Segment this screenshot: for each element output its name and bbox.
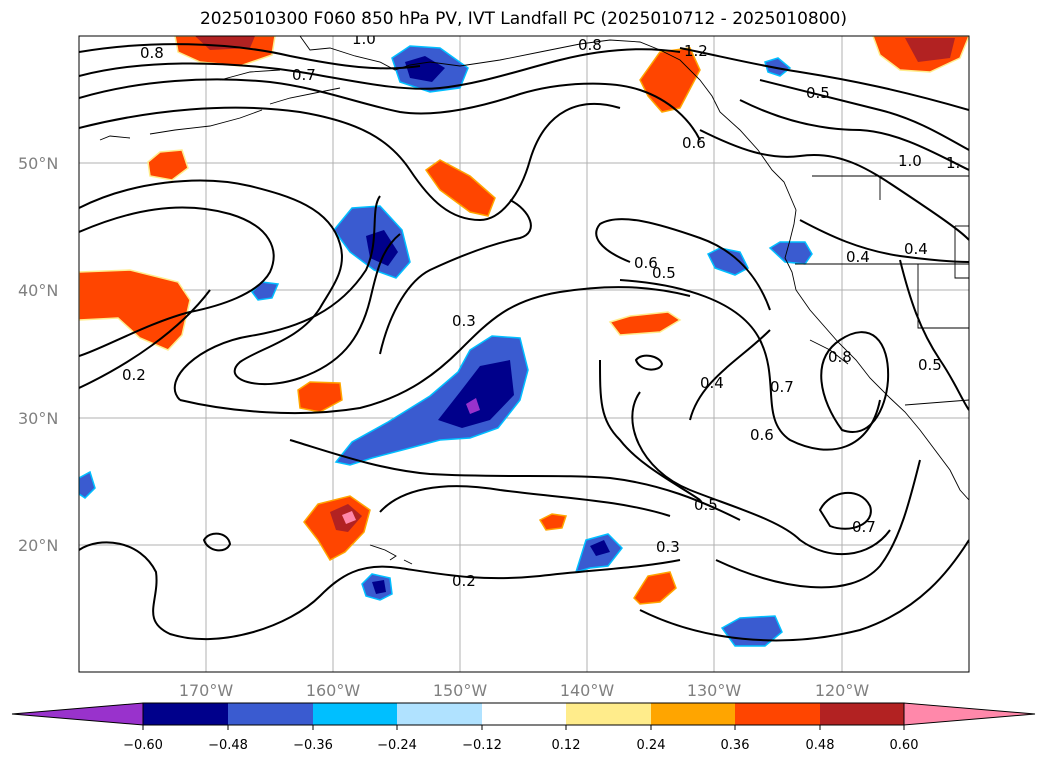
contour-label: 0.7 <box>852 518 876 536</box>
contour-label-group: 0.8 0.7 1.0 0.8 1.2 0.6 1.0 1. 0.6 0.5 0… <box>122 30 960 590</box>
lon-label: 120°W <box>815 681 870 700</box>
contour-label: 0.8 <box>578 36 602 54</box>
colorbar-tick: 0.24 <box>637 738 666 753</box>
contour-label: 0.6 <box>634 254 658 272</box>
contour-label: 0.5 <box>918 356 942 374</box>
lon-label: 140°W <box>560 681 615 700</box>
colorbar-tick: 0.12 <box>552 738 581 753</box>
contour-label: 0.3 <box>656 538 680 556</box>
contour-label: 0.8 <box>828 348 852 366</box>
colorbar-segment <box>313 703 397 725</box>
colorbar-segment <box>397 703 482 725</box>
contour-label: 0.6 <box>682 134 706 152</box>
map-frame <box>78 35 970 673</box>
colorbar-segment <box>735 703 820 725</box>
lon-label: 150°W <box>433 681 488 700</box>
colorbar: −0.60 −0.48 −0.36 −0.24 −0.12 0.12 0.24 … <box>11 702 1036 753</box>
coastlines <box>99 36 969 565</box>
colorbar-left-arrow <box>11 702 144 726</box>
colorbar-segment <box>566 703 651 725</box>
contour-label: 0.8 <box>140 44 164 62</box>
colorbar-segment <box>228 703 313 725</box>
colorbar-tick: 0.36 <box>721 738 750 753</box>
contour-label: 1.0 <box>898 152 922 170</box>
contour-label: 1.0 <box>352 30 376 48</box>
colorbar-tick: −0.24 <box>377 738 417 753</box>
contour-label: 0.7 <box>770 378 794 396</box>
contour-label: 0.2 <box>452 572 476 590</box>
pv-fill-patches <box>79 36 969 647</box>
contour-label: 0.5 <box>694 496 718 514</box>
lon-label: 130°W <box>687 681 742 700</box>
contour-label: 0.4 <box>904 240 928 258</box>
lat-label: 30°N <box>18 409 58 428</box>
contour-label: 1.2 <box>684 42 708 60</box>
lat-label: 20°N <box>18 536 58 555</box>
colorbar-tick: −0.12 <box>462 738 502 753</box>
lon-labels: 170°W 160°W 150°W 140°W 130°W 120°W <box>179 681 870 700</box>
colorbar-segment <box>143 703 228 725</box>
colorbar-tick: −0.60 <box>123 738 163 753</box>
contour-label: 0.2 <box>122 366 146 384</box>
contour-label: 0.7 <box>292 66 316 84</box>
contour-label: 0.4 <box>700 374 724 392</box>
colorbar-segment <box>651 703 735 725</box>
colorbar-tick: −0.36 <box>293 738 333 753</box>
contour-label: 0.4 <box>846 248 870 266</box>
lat-label: 50°N <box>18 154 58 173</box>
colorbar-tick: 0.60 <box>890 738 919 753</box>
plot-title: 2025010300 F060 850 hPa PV, IVT Landfall… <box>199 9 847 29</box>
contour-label: 0.3 <box>452 312 476 330</box>
lat-labels: 50°N 40°N 30°N 20°N <box>18 154 58 555</box>
contour-label: 0.5 <box>806 84 830 102</box>
colorbar-right-arrow <box>903 702 1036 726</box>
colorbar-border <box>142 702 905 726</box>
colorbar-tick: −0.48 <box>208 738 248 753</box>
lon-label: 170°W <box>179 681 234 700</box>
contour-lines <box>79 43 969 642</box>
lon-label: 160°W <box>306 681 361 700</box>
contour-label: 0.5 <box>652 264 676 282</box>
contour-label: 1. <box>946 154 960 172</box>
colorbar-segment <box>482 703 566 725</box>
lat-label: 40°N <box>18 281 58 300</box>
colorbar-segment <box>820 703 904 725</box>
colorbar-tick: 0.48 <box>806 738 835 753</box>
contour-label: 0.6 <box>750 426 774 444</box>
